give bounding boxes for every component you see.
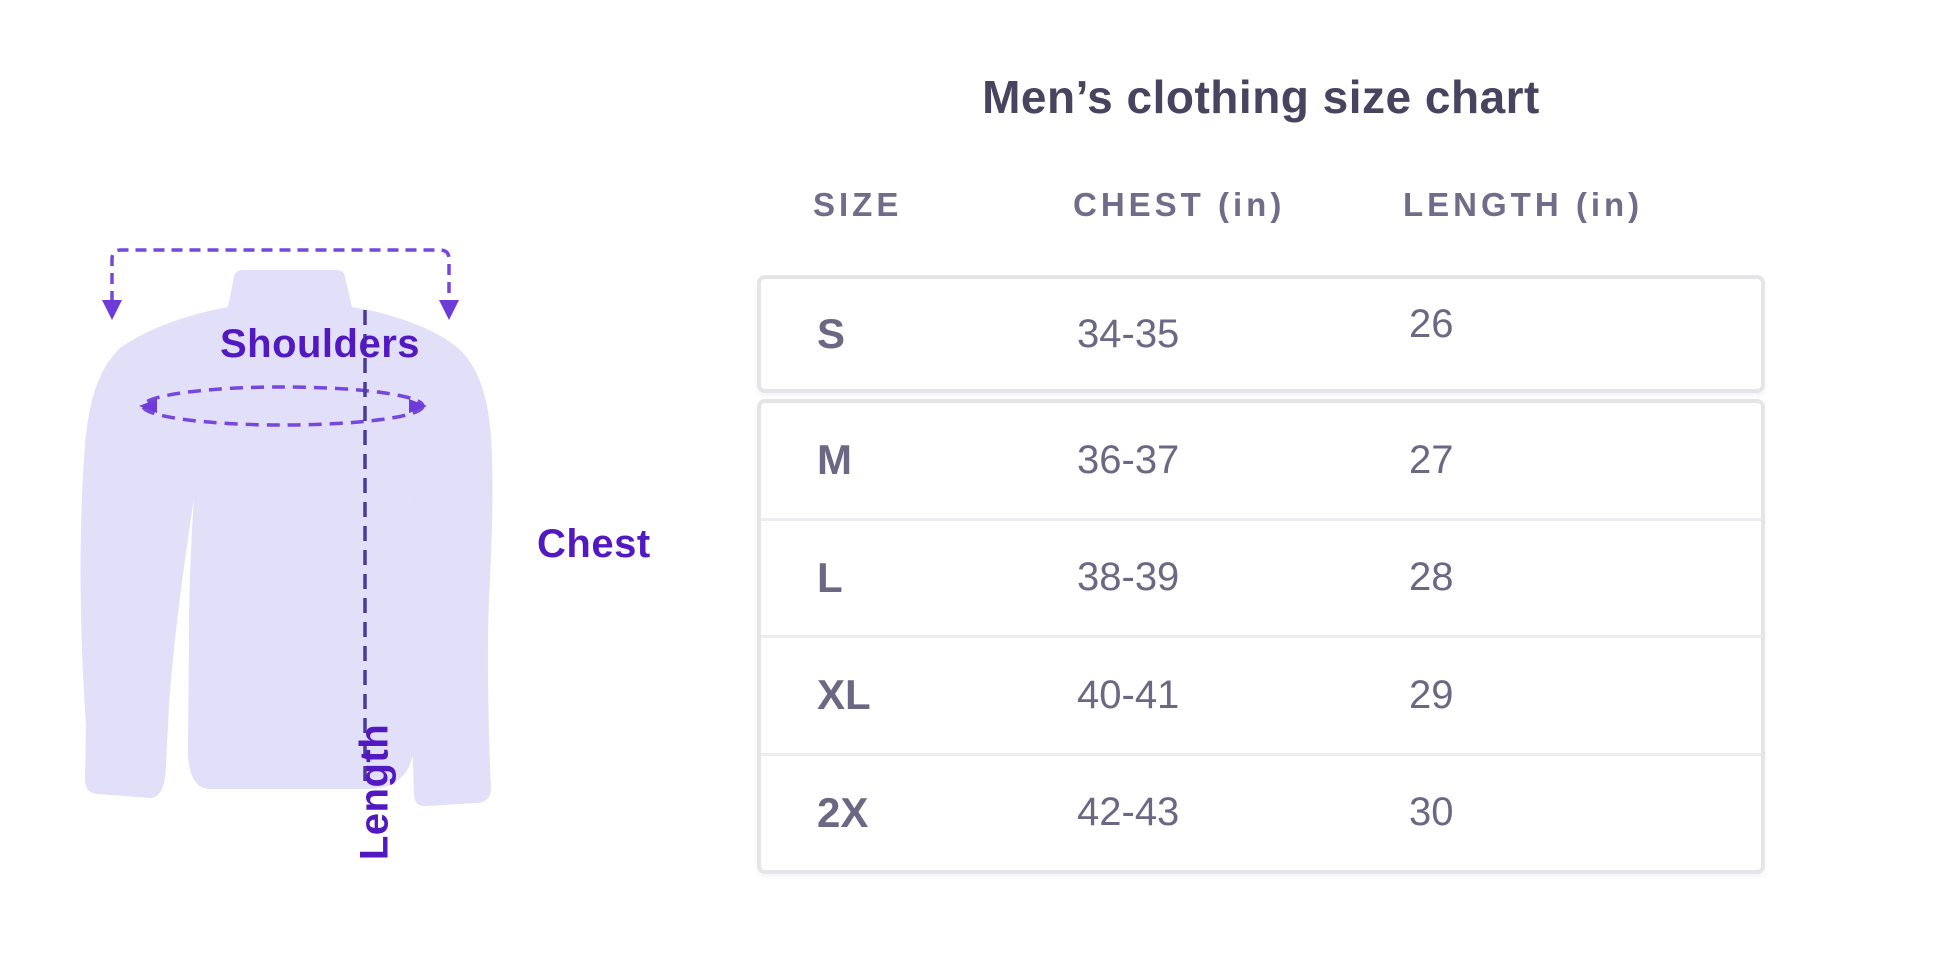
cell-chest: 36-37 xyxy=(1077,437,1180,482)
table-row: 2X 42-43 30 xyxy=(761,752,1761,871)
cell-chest: 40-41 xyxy=(1077,672,1180,717)
column-header-length: LENGTH (in) xyxy=(1403,186,1644,223)
shirt-silhouette xyxy=(80,270,493,807)
cell-length: 30 xyxy=(1409,790,1454,835)
cell-size: L xyxy=(817,553,843,601)
column-header-size: SIZE xyxy=(813,186,903,223)
shoulders-arrow-right-icon xyxy=(439,300,459,320)
cell-length: 26 xyxy=(1409,301,1454,346)
cell-size: XL xyxy=(817,671,871,719)
size-table-first-row-box: S 34-35 26 xyxy=(757,275,1765,393)
length-label: Length xyxy=(352,723,397,861)
chest-label: Chest xyxy=(537,522,651,566)
cell-length: 27 xyxy=(1409,437,1454,482)
cell-size: S xyxy=(817,310,846,357)
shoulders-measure-bracket xyxy=(110,248,451,302)
cell-length: 28 xyxy=(1409,555,1454,600)
size-table-rows-box: M 36-37 27 L 38-39 28 XL 40-41 29 2X 42-… xyxy=(757,399,1765,874)
cell-chest: 38-39 xyxy=(1077,555,1180,600)
cell-chest: 34-35 xyxy=(1077,311,1180,356)
cell-chest: 42-43 xyxy=(1077,790,1180,835)
cell-size: 2X xyxy=(817,788,869,836)
page-title: Men’s clothing size chart xyxy=(982,71,1540,123)
cell-size: M xyxy=(817,436,852,484)
chest-arrow-right-icon xyxy=(409,399,427,413)
chest-arrow-left-icon xyxy=(139,399,157,413)
shoulders-arrow-left-icon xyxy=(102,300,122,320)
table-column-headers: SIZE CHEST (in) LENGTH (in) xyxy=(757,186,1765,226)
shirt-measurement-diagram: Shoulders Chest Length xyxy=(40,140,660,860)
column-header-chest: CHEST (in) xyxy=(1073,186,1286,223)
table-row: M 36-37 27 xyxy=(761,403,1761,518)
table-row: S 34-35 26 xyxy=(761,279,1761,389)
table-row: L 38-39 28 xyxy=(761,517,1761,636)
table-row: XL 40-41 29 xyxy=(761,635,1761,753)
shirt-diagram-canvas xyxy=(80,248,493,807)
shoulders-label: Shoulders xyxy=(219,322,421,366)
cell-length: 29 xyxy=(1409,672,1454,717)
